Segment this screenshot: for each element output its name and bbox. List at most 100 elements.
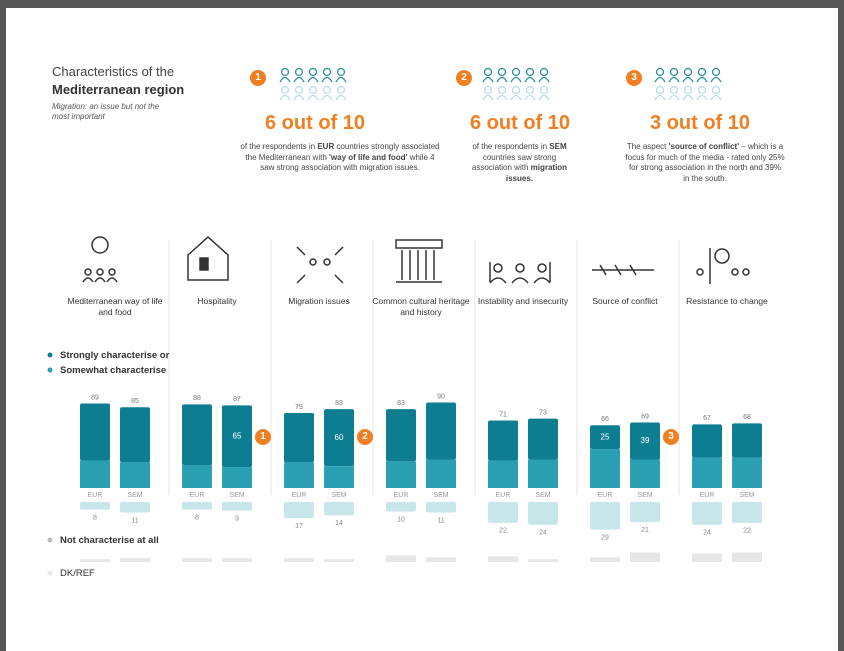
legend-label: Not characterise at all [60,535,159,546]
subgroup-label: EUR [88,492,103,499]
person-icon [696,94,708,101]
subgroup-label: SEM [535,492,550,499]
bar-dk [182,558,212,562]
callout-text: The aspect 'source of conflict' – which … [625,142,785,184]
subgroup-label: SEM [739,492,754,499]
bar-strongly [590,425,620,450]
bar-somewhat [182,465,212,488]
data-label: 11 [437,517,444,524]
person-icon [335,76,347,83]
bar-dk [80,559,110,562]
person-icon [539,67,549,77]
bar-somewhat [284,462,314,488]
person-icon [482,76,494,83]
bar-strongly [488,420,518,461]
bar-strongly [182,404,212,466]
person-icon [524,76,536,83]
data-label: 10 [397,516,405,523]
person-icon [293,76,305,83]
data-label: 39 [641,436,650,445]
bar-not [386,502,416,512]
bar-dk [120,558,150,562]
person-icon [321,94,333,101]
bar-not [528,502,558,525]
bar-dk [732,552,762,562]
total-label: 68 [743,414,751,421]
bar-somewhat [590,449,620,488]
category-label: Common cultural heritage and history [372,296,470,317]
bar-not [120,502,150,513]
person-icon [682,76,694,83]
bar-strongly [80,403,110,461]
subgroup-label: EUR [700,492,715,499]
subgroup-label: SEM [433,492,448,499]
legend-swatch [47,570,53,576]
person-icon [696,76,708,83]
bar-strongly [426,402,456,460]
text-run: SEM [549,142,567,151]
bar-not [426,502,456,513]
person-icon [307,76,319,83]
person-icon [655,85,665,95]
bar-strongly [528,418,558,460]
person-icon [697,67,707,77]
person-icon [483,67,493,77]
total-label: 83 [397,400,405,407]
bar-dk [386,555,416,562]
person-icon [668,76,680,83]
total-label: 83 [335,400,343,407]
text-run: The aspect [626,142,669,151]
callout-headline: 6 out of 10 [264,112,365,134]
person-icon [524,94,536,101]
bar-not [590,502,620,530]
bar-strongly [386,409,416,462]
data-label: 65 [233,431,242,440]
bar-not [80,502,110,510]
subgroup-label: EUR [190,492,205,499]
person-icon [525,67,535,77]
subgroup-label: EUR [496,492,511,499]
bar-not [692,502,722,525]
person-icon [510,76,522,83]
bar-not [222,502,252,511]
text-run: EUR [317,142,335,151]
callout-number: 2 [456,70,472,86]
bar-dk [284,558,314,562]
person-icon [538,94,550,101]
total-label: 88 [193,395,201,402]
data-label: 21 [641,527,649,534]
title: Mediterranean region [52,82,185,97]
data-label: 8 [93,514,97,521]
person-icon [710,76,722,83]
bar-dk [426,557,456,562]
bar-dk [222,558,252,562]
bar-dk [324,559,354,562]
data-label: 22 [499,528,507,535]
category-label: Mediterranean way of life and food [67,296,163,317]
total-label: 66 [601,416,609,423]
person-icon [482,94,494,101]
text-run: 'source of conflict' [668,142,740,151]
callout-text: of the respondents in SEM countries saw … [462,142,577,184]
data-label: 60 [335,433,344,442]
person-icon [697,85,707,95]
person-icon [511,85,521,95]
person-icon [279,76,291,83]
total-label: 89 [91,394,99,401]
person-icon [525,85,535,95]
bar-somewhat [528,459,558,488]
person-icon [539,85,549,95]
bar-strongly [222,405,252,468]
data-label: 9 [235,515,239,522]
person-icon [496,94,508,101]
person-icon [293,94,305,101]
subgroup-label: SEM [331,492,346,499]
subgroup-label: EUR [598,492,613,499]
callout-headline: 6 out of 10 [469,112,570,134]
person-icon [538,76,550,83]
data-label: 11 [131,517,138,524]
person-icon [336,85,346,95]
bar-dk [590,557,620,562]
